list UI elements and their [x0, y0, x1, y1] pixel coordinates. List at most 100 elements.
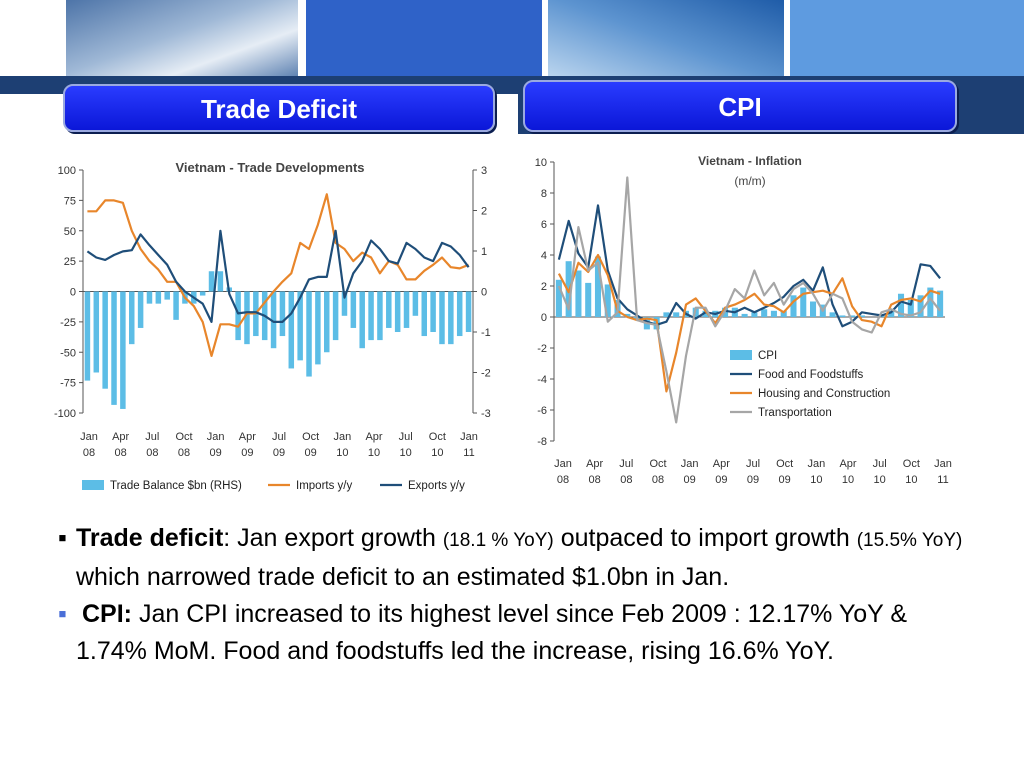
x-tick-label: 08: [652, 474, 664, 486]
x-tick-label: 10: [431, 447, 443, 459]
bar: [780, 310, 787, 317]
x-tick-label: 08: [589, 474, 601, 486]
bar: [315, 291, 321, 365]
x-tick-label: 11: [463, 447, 474, 459]
bar: [217, 271, 224, 292]
x-tick-label: Apr: [365, 431, 382, 443]
x-tick-label: 10: [400, 447, 412, 459]
y-tick-label: -25: [60, 317, 76, 329]
bar: [84, 291, 91, 381]
bar: [702, 310, 709, 317]
bullet-label: Trade deficit: [76, 524, 224, 552]
x-tick-label: 08: [178, 447, 190, 459]
x-tick-label: Jan: [460, 431, 478, 443]
bar: [306, 291, 312, 377]
blue-block: [306, 0, 542, 78]
bar: [386, 291, 392, 328]
bar: [199, 291, 206, 296]
bar: [111, 291, 117, 405]
legend-label: Transportation: [758, 407, 832, 419]
bar: [888, 310, 895, 317]
bar: [751, 312, 758, 317]
x-tick-label: Oct: [776, 458, 793, 470]
y-right-tick-label: -2: [481, 368, 491, 380]
x-tick-label: 10: [874, 474, 886, 486]
buildings-photo: [548, 0, 784, 78]
x-tick-label: Jul: [145, 431, 159, 443]
y-tick-label: -4: [537, 374, 547, 386]
bar: [297, 291, 303, 361]
x-tick-label: 10: [810, 474, 822, 486]
bar: [120, 291, 126, 409]
x-tick-label: Oct: [175, 431, 192, 443]
x-tick-label: 10: [336, 447, 348, 459]
bar: [341, 291, 348, 316]
bar: [155, 291, 162, 304]
x-tick-label: Apr: [586, 458, 603, 470]
bullet-small-text: (18.1 % YoY): [442, 530, 554, 551]
bar: [741, 313, 748, 317]
x-tick-label: 09: [684, 474, 696, 486]
x-tick-label: Jan: [207, 431, 225, 443]
bar: [810, 301, 817, 317]
x-tick-label: 08: [620, 474, 632, 486]
bar: [790, 295, 797, 317]
bullet-text: : Jan export growth: [223, 524, 443, 552]
bar: [368, 291, 374, 341]
legend-label: Housing and Construction: [758, 388, 890, 400]
bar: [235, 291, 241, 341]
bar: [412, 291, 419, 316]
bullet-square-icon: ▪: [58, 524, 67, 552]
x-tick-label: Apr: [239, 431, 256, 443]
legend-swatch: [82, 480, 104, 490]
y-tick-label: 10: [535, 157, 547, 169]
bar: [324, 291, 330, 353]
y-right-tick-label: 0: [481, 287, 487, 299]
series-line: [557, 204, 941, 328]
x-tick-label: Jul: [399, 431, 413, 443]
x-tick-label: Jul: [873, 458, 887, 470]
x-tick-label: 09: [305, 447, 317, 459]
bar: [897, 293, 905, 317]
y-tick-label: 100: [58, 165, 76, 177]
bar: [829, 312, 836, 317]
bar: [332, 291, 339, 341]
bar: [575, 270, 582, 317]
y-tick-label: 2: [541, 281, 547, 293]
x-tick-label: 10: [905, 474, 917, 486]
y-tick-label: 8: [541, 188, 547, 200]
bar: [137, 291, 144, 328]
legend-label: Food and Foodstuffs: [758, 369, 864, 381]
bar: [663, 312, 670, 317]
legend-label: Trade Balance $bn (RHS): [110, 480, 242, 492]
bar: [439, 291, 445, 345]
chart-title: Vietnam - Inflation: [698, 154, 802, 168]
x-tick-label: Jan: [554, 458, 572, 470]
hands-photo: [66, 0, 298, 78]
y-tick-label: -100: [54, 408, 76, 420]
bullet-text: Jan CPI increased to its highest level s…: [76, 600, 908, 665]
bar: [555, 279, 562, 317]
y-right-tick-label: 1: [481, 246, 487, 258]
y-tick-label: 6: [541, 219, 547, 231]
bar: [173, 291, 179, 320]
bullet-label: CPI:: [82, 600, 132, 628]
bar: [624, 313, 631, 317]
y-tick-label: 25: [64, 256, 76, 268]
x-tick-label: 08: [83, 447, 95, 459]
series-line: [557, 176, 941, 424]
x-tick-label: Jan: [333, 431, 351, 443]
cpi-tab: CPI: [523, 80, 957, 132]
trade-deficit-tab: Trade Deficit: [63, 84, 495, 132]
x-tick-label: Oct: [649, 458, 666, 470]
bullet-cpi: ▪ CPI: Jan CPI increased to its highest …: [58, 596, 978, 670]
bar: [146, 291, 153, 304]
bullet-text: outpaced to import growth: [553, 524, 857, 552]
y-tick-label: 0: [70, 287, 76, 299]
y-right-tick-label: 2: [481, 206, 487, 218]
x-tick-label: 10: [842, 474, 854, 486]
series-line: [86, 229, 470, 323]
y-tick-label: -8: [537, 436, 547, 448]
y-tick-label: -75: [60, 378, 76, 390]
y-tick-label: -50: [60, 347, 76, 359]
